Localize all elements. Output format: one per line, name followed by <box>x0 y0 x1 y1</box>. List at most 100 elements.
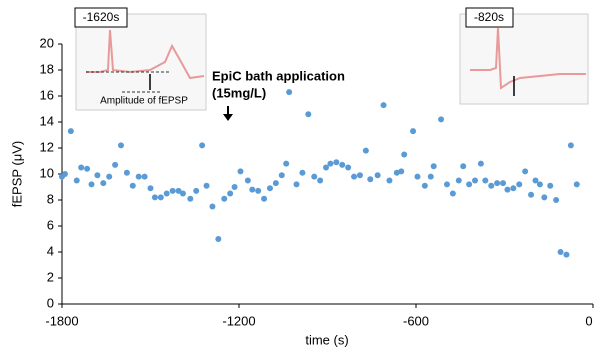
point <box>574 181 580 187</box>
point <box>164 191 170 197</box>
y-tick-label: 18 <box>40 61 54 76</box>
point <box>279 172 285 178</box>
x-tick-label: -1800 <box>45 313 78 328</box>
inset-caption: Amplitude of fEPSP <box>100 96 188 107</box>
point <box>267 185 273 191</box>
point <box>460 163 466 169</box>
annotation: (15mg/L) <box>212 85 266 100</box>
point <box>124 170 130 176</box>
point <box>386 178 392 184</box>
point <box>94 172 100 178</box>
point <box>528 192 534 198</box>
point <box>568 142 574 148</box>
point <box>339 162 345 168</box>
point <box>422 183 428 189</box>
point <box>299 170 305 176</box>
point <box>283 161 289 167</box>
inset: Amplitude of fEPSP -1620s <box>75 8 206 110</box>
y-tick-label: 8 <box>47 191 54 206</box>
point <box>74 178 80 184</box>
point <box>100 180 106 186</box>
point <box>227 191 233 197</box>
point <box>444 181 450 187</box>
point <box>221 196 227 202</box>
point <box>106 174 112 180</box>
x-tick-label: 0 <box>585 313 592 328</box>
point <box>232 184 238 190</box>
point <box>294 181 300 187</box>
x-tick-label: -600 <box>403 313 429 328</box>
point <box>558 249 564 255</box>
point <box>78 165 84 171</box>
point <box>375 172 381 178</box>
point <box>351 174 357 180</box>
point <box>148 185 154 191</box>
point <box>286 89 292 95</box>
y-tick-label: 12 <box>40 139 54 154</box>
point <box>547 183 553 189</box>
point <box>472 178 478 184</box>
point <box>136 174 142 180</box>
point <box>68 128 74 134</box>
point <box>500 180 506 186</box>
inset-label: -1620s <box>83 10 120 24</box>
point <box>237 168 243 174</box>
point <box>118 142 124 148</box>
y-tick-label: 4 <box>47 243 54 258</box>
point <box>333 159 339 165</box>
point <box>311 174 317 180</box>
point <box>84 166 90 172</box>
point <box>522 168 528 174</box>
point <box>345 165 351 171</box>
point <box>89 181 95 187</box>
point <box>158 194 164 200</box>
point <box>199 142 205 148</box>
point <box>170 188 176 194</box>
point <box>553 197 559 203</box>
y-tick-label: 16 <box>40 87 54 102</box>
point <box>357 172 363 178</box>
point <box>367 176 373 182</box>
point <box>510 185 516 191</box>
point <box>398 168 404 174</box>
point <box>488 183 494 189</box>
point <box>193 188 199 194</box>
point <box>62 171 68 177</box>
y-tick-label: 20 <box>40 35 54 50</box>
annotation: EpiC bath application <box>212 68 345 83</box>
inset-label: -820s <box>474 10 504 24</box>
inset: -820s <box>460 8 588 104</box>
point <box>516 181 522 187</box>
point <box>317 178 323 184</box>
point <box>305 111 311 117</box>
point <box>482 178 488 184</box>
point <box>431 163 437 169</box>
point <box>450 191 456 197</box>
y-axis-label: fEPSP (μV) <box>9 141 24 208</box>
y-tick-label: 10 <box>40 165 54 180</box>
chart: time (s) fEPSP (μV) Amplitude of fEPSP -… <box>0 0 597 352</box>
y-tick-label: 0 <box>47 295 54 310</box>
point <box>381 102 387 108</box>
point <box>215 236 221 242</box>
point <box>261 196 267 202</box>
point <box>466 181 472 187</box>
point <box>478 161 484 167</box>
point <box>410 128 416 134</box>
y-tick-label: 6 <box>47 217 54 232</box>
y-tick-label: 14 <box>40 113 54 128</box>
point <box>438 116 444 122</box>
point <box>245 178 251 184</box>
point <box>152 194 158 200</box>
x-tick-label: -1200 <box>222 313 255 328</box>
point <box>541 194 547 200</box>
point <box>563 252 569 258</box>
point <box>327 161 333 167</box>
annotation-arrowhead <box>223 114 233 121</box>
point <box>504 187 510 193</box>
point <box>142 174 148 180</box>
point <box>428 174 434 180</box>
point <box>180 191 186 197</box>
point <box>204 183 210 189</box>
point <box>187 196 193 202</box>
